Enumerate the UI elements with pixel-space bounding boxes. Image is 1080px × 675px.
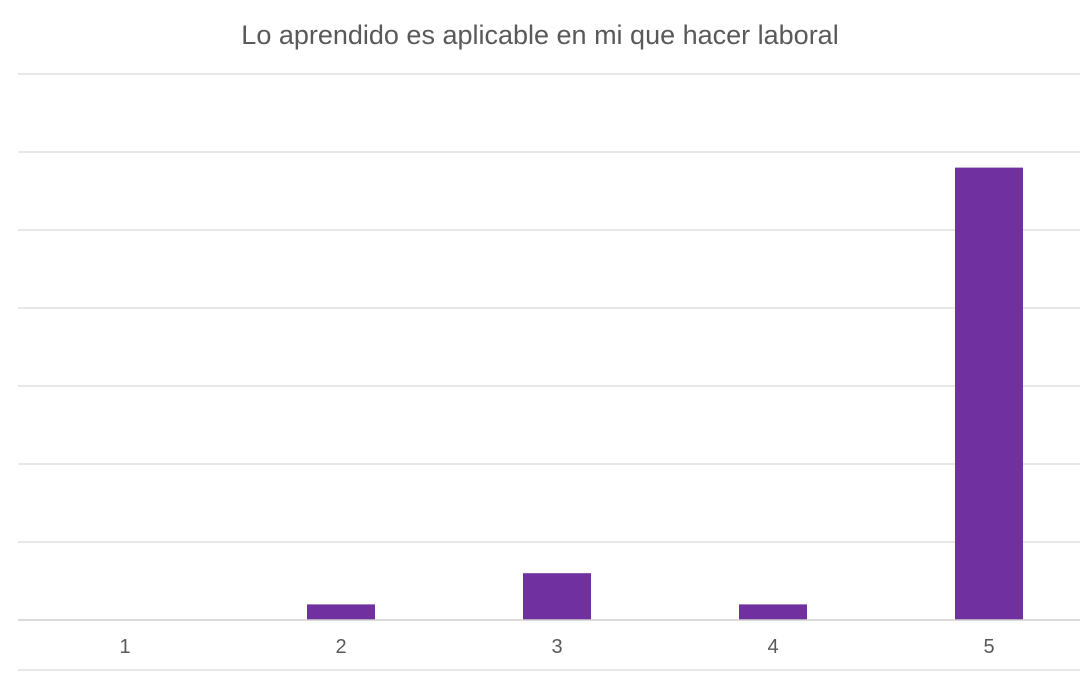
bar-3 [523,573,591,620]
chart-title: Lo aprendido es aplicable en mi que hace… [241,20,838,50]
x-tick-label-1: 1 [119,636,130,658]
x-tick-label-3: 3 [551,636,562,658]
x-tick-label-5: 5 [983,636,994,658]
gridlines [18,73,1080,543]
bars [307,167,1023,620]
bar-4 [739,604,807,620]
x-tick-label-4: 4 [767,636,778,658]
bar-5 [955,167,1023,620]
x-tick-label-2: 2 [335,636,346,658]
bar-2 [307,604,375,620]
x-axis-tick-labels: 1 2 3 4 5 [119,636,994,658]
